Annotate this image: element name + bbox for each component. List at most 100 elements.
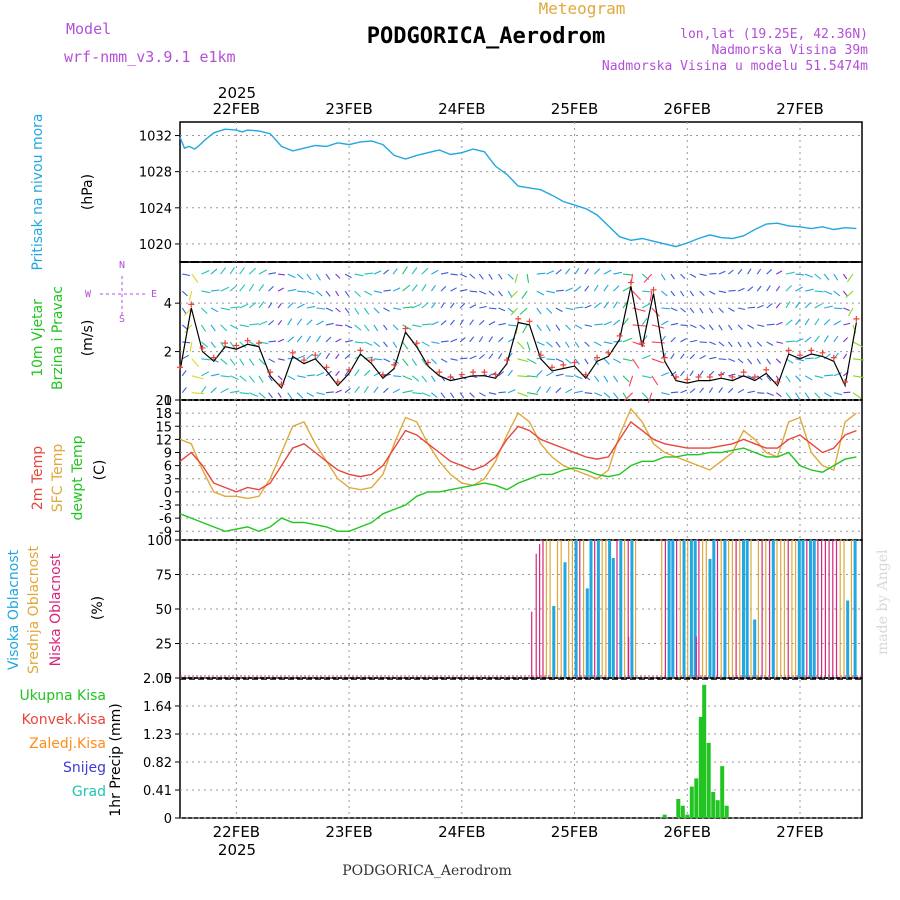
wind-arrow (248, 375, 255, 383)
wind-arrow (344, 369, 350, 377)
wind-arrows (181, 266, 865, 403)
wind-arrow (402, 375, 413, 381)
wind-arrow (775, 358, 782, 364)
wind-arrow (680, 338, 687, 343)
wind-arrow (647, 392, 653, 403)
gust-marker (627, 279, 634, 286)
panel-frame-precip (179, 677, 863, 819)
wind-arrow (699, 290, 705, 296)
wind-arrow (680, 307, 686, 313)
wind-arrow (823, 290, 833, 295)
wind-arrow (239, 284, 246, 292)
wind-arrow (201, 269, 210, 275)
wind-arrow (344, 387, 351, 394)
wind-arrow (296, 303, 305, 309)
wind-arrow (440, 286, 447, 292)
wind-arrow (649, 291, 653, 302)
wind-arrow (536, 386, 542, 393)
wind-arrow (795, 273, 805, 276)
wind-arrow (718, 270, 726, 275)
wind-arrow (229, 267, 235, 275)
wind-arrow (661, 392, 670, 396)
wind-arrow (536, 341, 545, 346)
wind-arrow (392, 287, 401, 292)
wind-arrow (584, 341, 590, 347)
wind-arrow (316, 320, 324, 326)
wind-arrow (737, 341, 742, 348)
wind-arrow (306, 374, 316, 377)
wind-arrow (824, 305, 833, 309)
wind-arrow (708, 324, 714, 331)
wind-arrow (833, 372, 842, 377)
wind-arrow (574, 375, 583, 380)
wind-arrow (603, 284, 609, 292)
wind-arrow (440, 320, 447, 326)
wind-arrow (402, 266, 408, 275)
gust-marker (706, 374, 713, 380)
precip-legend-item: Ukupna Kisa (19, 688, 106, 704)
wind-arrow (325, 307, 334, 312)
tick-label: 0 (164, 672, 172, 687)
wind-arrow (661, 307, 670, 310)
wind-arrow (823, 273, 830, 281)
wind-arrow (450, 358, 458, 361)
wind-arrow (718, 341, 725, 347)
wind-arrow (220, 388, 229, 394)
wind-arrow (248, 283, 255, 292)
wind-arrow (210, 373, 220, 377)
precip-bar (694, 778, 699, 818)
gust-marker (797, 352, 803, 359)
wind-arrow (498, 290, 503, 297)
gust-marker (537, 352, 544, 359)
tick-label: 15 (155, 420, 172, 435)
precip-bar (715, 800, 720, 818)
wind-arrow (181, 324, 189, 331)
date-label-bottom: 25FEB (551, 823, 598, 841)
tick-label: 21 (155, 394, 172, 409)
wind-arrow (411, 303, 421, 309)
wind-unit: (m/s) (80, 320, 96, 357)
wind-arrow (727, 324, 733, 331)
wind-arrow (680, 353, 685, 360)
pressure-ylabel: Pritisak na nivou mora (30, 113, 46, 270)
wind-arrow (184, 324, 193, 334)
wind-arrow (795, 392, 800, 400)
wind-arrow (450, 302, 455, 309)
wind-arrow (510, 290, 518, 299)
wind-arrow (258, 341, 269, 345)
wind-arrow (574, 358, 580, 365)
gust-marker (267, 369, 274, 376)
wind-arrow (354, 369, 360, 377)
wind-arrow (229, 341, 236, 349)
wind-arrow (613, 271, 623, 275)
tick-label: 0.82 (143, 756, 172, 771)
wind-arrow (603, 358, 610, 365)
wind-arrow (689, 339, 698, 343)
tick-label: 2.05 (143, 672, 172, 687)
wind-arrow (795, 301, 801, 309)
wind-arrow (670, 273, 675, 280)
wind-arrow (393, 375, 402, 378)
gust-marker (402, 325, 409, 332)
wind-arrow (430, 284, 436, 292)
wind-arrow (306, 319, 313, 326)
wind-arrow (846, 273, 854, 283)
wind-arrow (335, 353, 340, 360)
wind-arrow (670, 371, 677, 377)
wind-arrow (344, 324, 353, 329)
wind-arrow (191, 375, 204, 380)
wind-arrow (823, 335, 829, 343)
wind-arrow (421, 375, 428, 383)
wind-arrow (833, 290, 841, 297)
wind-ylabel-2: Brzina i Pravac (50, 286, 66, 390)
wind-arrow (766, 285, 771, 292)
wind-arrow (603, 321, 612, 326)
wind-arrow (431, 392, 438, 398)
gust-marker (210, 354, 217, 361)
wind-arrow (469, 290, 478, 293)
wind-arrow (431, 341, 440, 345)
wind-arrow (460, 357, 468, 360)
wind-arrow (210, 341, 216, 349)
gust-marker (661, 354, 668, 361)
wind-arrow (670, 337, 676, 343)
